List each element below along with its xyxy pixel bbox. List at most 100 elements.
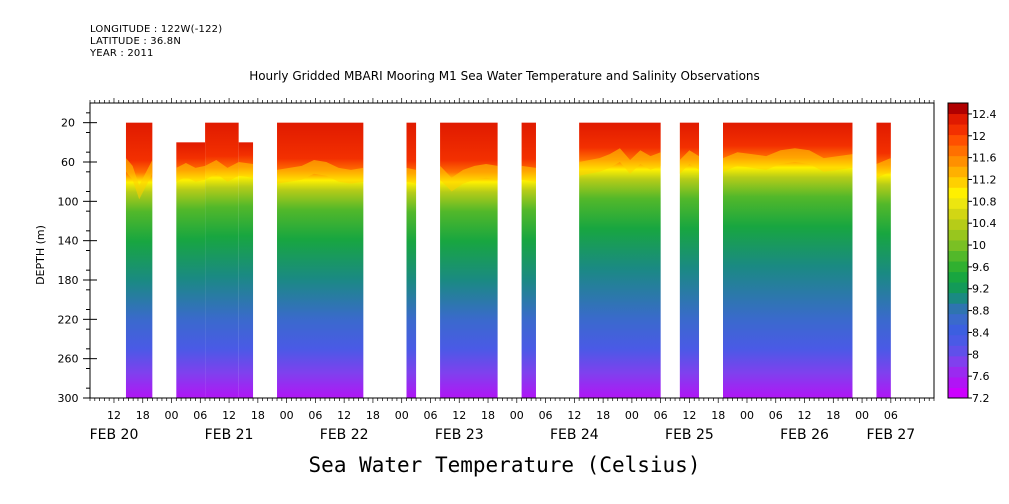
thermocline-band: [579, 148, 661, 176]
colorbar-label: 8.4: [972, 326, 990, 339]
x-axis-title: Sea Water Temperature (Celsius): [308, 453, 701, 477]
colorbar-label: 9.2: [972, 283, 990, 296]
x-axis: 12 18 00 06 12 18 00 06 12 18 00 06 12 18 00 06 12 18 00 06…: [90, 98, 935, 443]
colorbar-swatch: [948, 250, 968, 262]
colorbar-swatch: [948, 324, 968, 336]
data-segment: [238, 142, 254, 398]
colorbar-frame: [947, 102, 969, 399]
colorbar-swatch: [948, 387, 968, 399]
x-tick-label: 06: [193, 409, 207, 422]
colorbar-label: 11.6: [972, 152, 997, 165]
colorbar-label: 11.2: [972, 173, 997, 186]
x-day-label: FEB 20: [90, 427, 139, 443]
x-tick-label: 06: [769, 409, 783, 422]
x-day-label: FEB 24: [550, 427, 599, 443]
thermocline-band: [406, 167, 417, 184]
x-tick-label: 00: [740, 409, 754, 422]
longitude-label: LONGITUDE : 122W(-122): [90, 24, 223, 35]
x-tick-label: 18: [481, 409, 495, 422]
thermocline-band: [521, 165, 536, 182]
x-tick-label: 06: [308, 409, 322, 422]
data-segment: [876, 122, 891, 399]
colorbar-swatch: [948, 113, 968, 125]
colorbar-swatch: [948, 313, 968, 325]
colorbar-swatch: [948, 376, 968, 388]
x-tick-label: 00: [165, 409, 179, 422]
y-axis-label: DEPTH (m): [34, 225, 47, 285]
x-tick-label: 12: [337, 409, 351, 422]
colorbar-label: 8.8: [972, 305, 990, 318]
x-day-label: FEB 21: [205, 427, 254, 443]
y-axis: 20 60 100 140 180 220 260 300: [58, 112, 97, 405]
data-segment: [521, 122, 536, 399]
colorbar-label: 10.4: [972, 217, 997, 230]
data-segment: [440, 122, 498, 399]
x-tick-label: 12: [798, 409, 812, 422]
y-tick-label: 140: [58, 235, 79, 248]
colorbar-swatch: [948, 229, 968, 241]
colorbar-label: 12.4: [972, 108, 997, 121]
colorbar-swatch: [948, 282, 968, 294]
x-day-label: FEB 27: [866, 427, 915, 443]
x-tick-label: 06: [654, 409, 668, 422]
thermocline-band: [176, 163, 206, 182]
colorbar-label: 7.6: [972, 370, 990, 383]
colorbar-swatch: [948, 271, 968, 283]
y-tick-label: 300: [58, 392, 79, 405]
colorbar-swatch: [948, 197, 968, 209]
x-tick-label: 18: [251, 409, 265, 422]
data-segments: [125, 122, 891, 399]
year-label: YEAR : 2011: [90, 48, 154, 59]
colorbar-swatch: [948, 176, 968, 188]
x-tick-label: 12: [567, 409, 581, 422]
x-day-label: FEB 25: [665, 427, 714, 443]
thermocline-band: [723, 148, 853, 172]
y-tick-label: 20: [61, 117, 75, 130]
latitude-label: LATITUDE : 36.8N: [90, 36, 182, 47]
x-tick-label: 18: [136, 409, 150, 422]
colorbar: 12.4 12 11.6 11.2 10.8 10.4 10 9.6 9.2 8.8 8.4 8 7.6…: [947, 102, 997, 405]
thermocline-band: [679, 150, 699, 174]
x-tick-label: 18: [596, 409, 610, 422]
thermocline-band: [238, 162, 253, 178]
colorbar-label: 10.8: [972, 195, 997, 208]
colorbar-swatch: [948, 145, 968, 157]
chart-title: Hourly Gridded MBARI Mooring M1 Sea Wate…: [249, 69, 760, 83]
colorbar-swatch: [948, 103, 968, 115]
x-day-label: FEB 26: [780, 427, 829, 443]
data-segment: [176, 142, 206, 398]
colorbar-label: 8: [972, 348, 979, 361]
x-tick-label: 00: [625, 409, 639, 422]
colorbar-swatch: [948, 292, 968, 304]
y-tick-label: 220: [58, 313, 79, 326]
x-tick-label: 00: [280, 409, 294, 422]
colorbar-swatch: [948, 303, 968, 315]
x-day-label: FEB 22: [320, 427, 369, 443]
colorbar-swatch: [948, 345, 968, 357]
colorbar-swatch: [948, 208, 968, 220]
x-tick-label: 00: [855, 409, 869, 422]
thermocline-band: [440, 164, 498, 192]
thermocline-band: [126, 158, 153, 200]
x-tick-label: 00: [510, 409, 524, 422]
thermocline-band: [205, 160, 239, 182]
colorbar-swatch: [948, 124, 968, 136]
y-tick-label: 260: [58, 353, 79, 366]
y-tick-label: 60: [61, 156, 75, 169]
colorbar-label: 7.2: [972, 392, 990, 405]
y-tick-label: 100: [58, 195, 79, 208]
x-tick-label: 12: [107, 409, 121, 422]
y-tick-label: 180: [58, 274, 79, 287]
x-tick-label: 06: [884, 409, 898, 422]
colorbar-label: 10: [972, 239, 986, 252]
data-segment: [679, 122, 700, 399]
x-day-label: FEB 23: [435, 427, 484, 443]
thermocline-band: [876, 158, 891, 178]
x-tick-label: 18: [366, 409, 380, 422]
colorbar-swatch: [948, 355, 968, 367]
colorbar-swatch: [948, 239, 968, 251]
x-tick-label: 18: [826, 409, 840, 422]
x-tick-label: 00: [395, 409, 409, 422]
x-tick-label: 12: [682, 409, 696, 422]
